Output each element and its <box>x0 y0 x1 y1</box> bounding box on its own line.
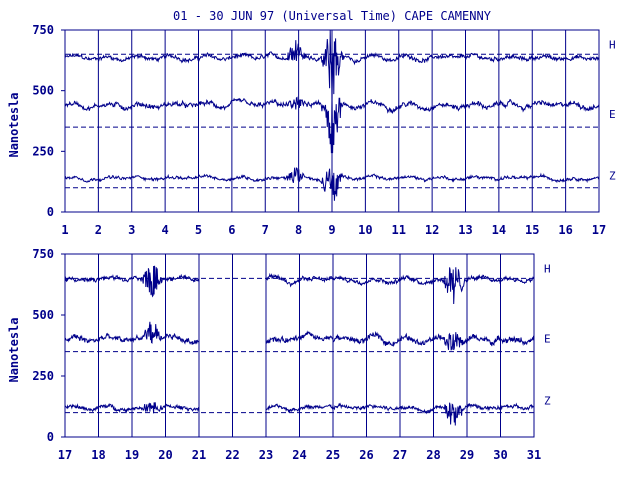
x-tick-label: 5 <box>195 223 202 237</box>
series-label-z: Z <box>544 395 551 408</box>
y-axis-label: Nanotesla <box>7 317 21 382</box>
x-tick-label: 20 <box>158 448 172 462</box>
series-trace-h <box>64 265 535 305</box>
x-tick-label: 16 <box>558 223 572 237</box>
y-tick-label: 0 <box>47 205 54 219</box>
x-tick-label: 13 <box>458 223 472 237</box>
x-tick-label: 17 <box>58 448 72 462</box>
x-tick-label: 10 <box>358 223 372 237</box>
x-tick-label: 29 <box>460 448 474 462</box>
x-tick-label: 7 <box>262 223 269 237</box>
x-tick-label: 19 <box>125 448 139 462</box>
x-tick-label: 11 <box>392 223 406 237</box>
x-tick-label: 27 <box>393 448 407 462</box>
y-tick-label: 0 <box>47 430 54 444</box>
series-label-z: Z <box>609 170 616 183</box>
x-tick-label: 12 <box>425 223 439 237</box>
x-tick-label: 17 <box>592 223 606 237</box>
y-tick-label: 750 <box>32 247 54 261</box>
series-label-h: H <box>609 38 616 51</box>
x-tick-label: 18 <box>91 448 105 462</box>
x-tick-label: 3 <box>128 223 135 237</box>
x-tick-label: 1 <box>61 223 68 237</box>
x-tick-label: 26 <box>359 448 373 462</box>
x-tick-label: 28 <box>426 448 440 462</box>
series-label-e: E <box>544 333 551 346</box>
x-tick-label: 22 <box>225 448 239 462</box>
series-trace-z <box>64 402 535 426</box>
series-label-h: H <box>544 262 551 275</box>
x-tick-label: 4 <box>162 223 169 237</box>
y-tick-label: 750 <box>32 23 54 37</box>
panel-1: 1 2 3 4 5 6 7 8 9 10 11 12 13 14 15 16 170250500750Nanot… <box>7 23 616 237</box>
chart-title: 01 - 30 JUN 97 (Universal Time) CAPE CAM… <box>173 9 492 23</box>
chart-panels: 1 2 3 4 5 6 7 8 9 10 11 12 13 14 15 16 170250500750Nanot… <box>7 23 616 462</box>
panel-2: 17 18 19 20 21 22 23 24 25 26 27 28 29 30 31 0 250 500 750… <box>7 247 551 462</box>
x-tick-label: 6 <box>228 223 235 237</box>
y-tick-label: 250 <box>32 369 54 383</box>
x-tick-label: 31 <box>527 448 541 462</box>
y-axis-label: Nanotesla <box>7 92 21 157</box>
x-tick-label: 9 <box>328 223 335 237</box>
x-tick-label: 14 <box>492 223 506 237</box>
x-tick-label: 8 <box>295 223 302 237</box>
x-tick-label: 15 <box>525 223 539 237</box>
y-tick-label: 250 <box>32 144 54 158</box>
series-label-e: E <box>609 108 616 121</box>
x-tick-label: 24 <box>292 448 306 462</box>
series-trace-e <box>64 321 535 351</box>
series-trace-z <box>64 167 600 201</box>
series-trace-e <box>64 89 600 154</box>
x-tick-label: 30 <box>493 448 507 462</box>
x-tick-label: 2 <box>95 223 102 237</box>
y-tick-label: 500 <box>32 308 54 322</box>
x-tick-label: 25 <box>326 448 340 462</box>
y-tick-label: 500 <box>32 84 54 98</box>
x-tick-label: 23 <box>259 448 273 462</box>
x-tick-label: 21 <box>192 448 206 462</box>
